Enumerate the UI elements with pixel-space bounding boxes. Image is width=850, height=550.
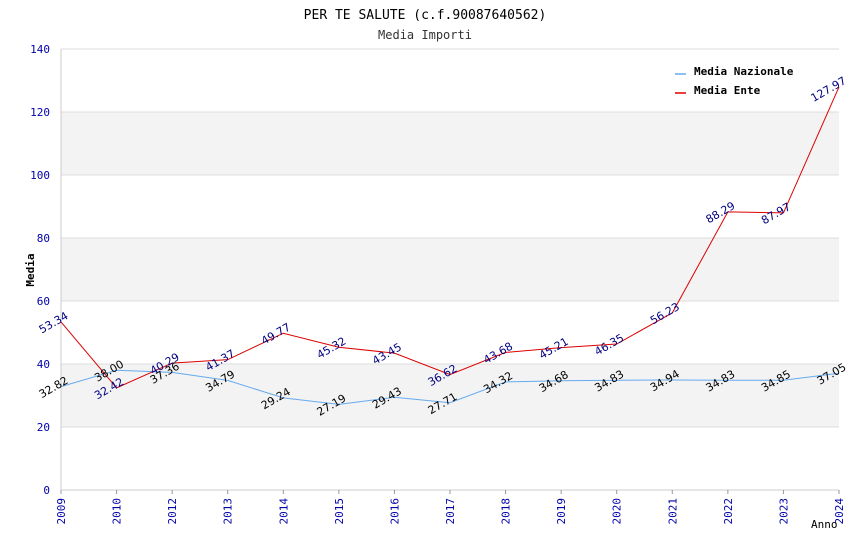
legend: Media Nazionale Media Ente (675, 65, 794, 97)
x-tick-label: 2015 (333, 498, 346, 525)
y-tick-label: 20 (37, 421, 50, 434)
x-tick-label: 2021 (666, 498, 679, 525)
x-tick-label: 2016 (388, 498, 401, 525)
data-label-media-ente: 45.21 (537, 335, 571, 362)
x-tick-label: 2022 (722, 498, 735, 525)
y-tick-label: 40 (37, 358, 50, 371)
data-label-media-ente: 45.32 (315, 335, 349, 362)
data-label-media-ente: 87.97 (759, 200, 793, 227)
data-label-media-ente: 56.23 (648, 300, 682, 327)
x-axis-label: Anno (811, 518, 838, 531)
data-label-media-ente: 49.77 (259, 321, 293, 348)
x-tick-label: 2013 (222, 498, 235, 525)
x-tick-label: 2010 (111, 498, 124, 525)
data-label-media-ente: 53.34 (37, 309, 71, 336)
y-tick-label: 100 (30, 169, 50, 182)
x-tick-label: 2009 (55, 498, 68, 525)
legend-label: Media Nazionale (694, 65, 794, 78)
x-tick-label: 2020 (611, 498, 624, 525)
y-axis-label: Media (24, 253, 37, 286)
x-tick-label: 2023 (777, 498, 790, 525)
y-tick-label: 60 (37, 295, 50, 308)
x-tick-label: 2024 (833, 498, 846, 525)
chart-subtitle: Media Importi (378, 28, 472, 42)
data-label-media-ente: 43.45 (370, 340, 404, 367)
chart-title: PER TE SALUTE (c.f.90087640562) (304, 8, 547, 23)
plot-axes: 0 20 40 60 80 100 120 140 2009 2010 2012 2013 2014 20… (30, 43, 846, 525)
x-tick-label: 2017 (444, 498, 457, 525)
plot-series (60, 86, 840, 405)
grid-band (61, 238, 839, 301)
y-tick-label: 0 (43, 484, 50, 497)
y-tick-label: 80 (37, 232, 50, 245)
x-tick-label: 2012 (166, 498, 179, 525)
data-label-media-ente: 46.35 (592, 331, 626, 358)
y-tick-label: 140 (30, 43, 50, 56)
data-label-media-ente: 43.68 (481, 340, 515, 367)
series-line-media-nazionale (60, 369, 840, 405)
x-tick-label: 2014 (277, 498, 290, 525)
data-label-media-ente: 127.97 (809, 74, 849, 105)
legend-label: Media Ente (694, 84, 761, 97)
series-line-media-ente (60, 86, 840, 389)
data-label-media-ente: 88.29 (704, 199, 738, 226)
x-tick-label: 2018 (500, 498, 513, 525)
y-tick-label: 120 (30, 106, 50, 119)
x-tick-label: 2019 (555, 498, 568, 525)
grid-band (61, 112, 839, 175)
